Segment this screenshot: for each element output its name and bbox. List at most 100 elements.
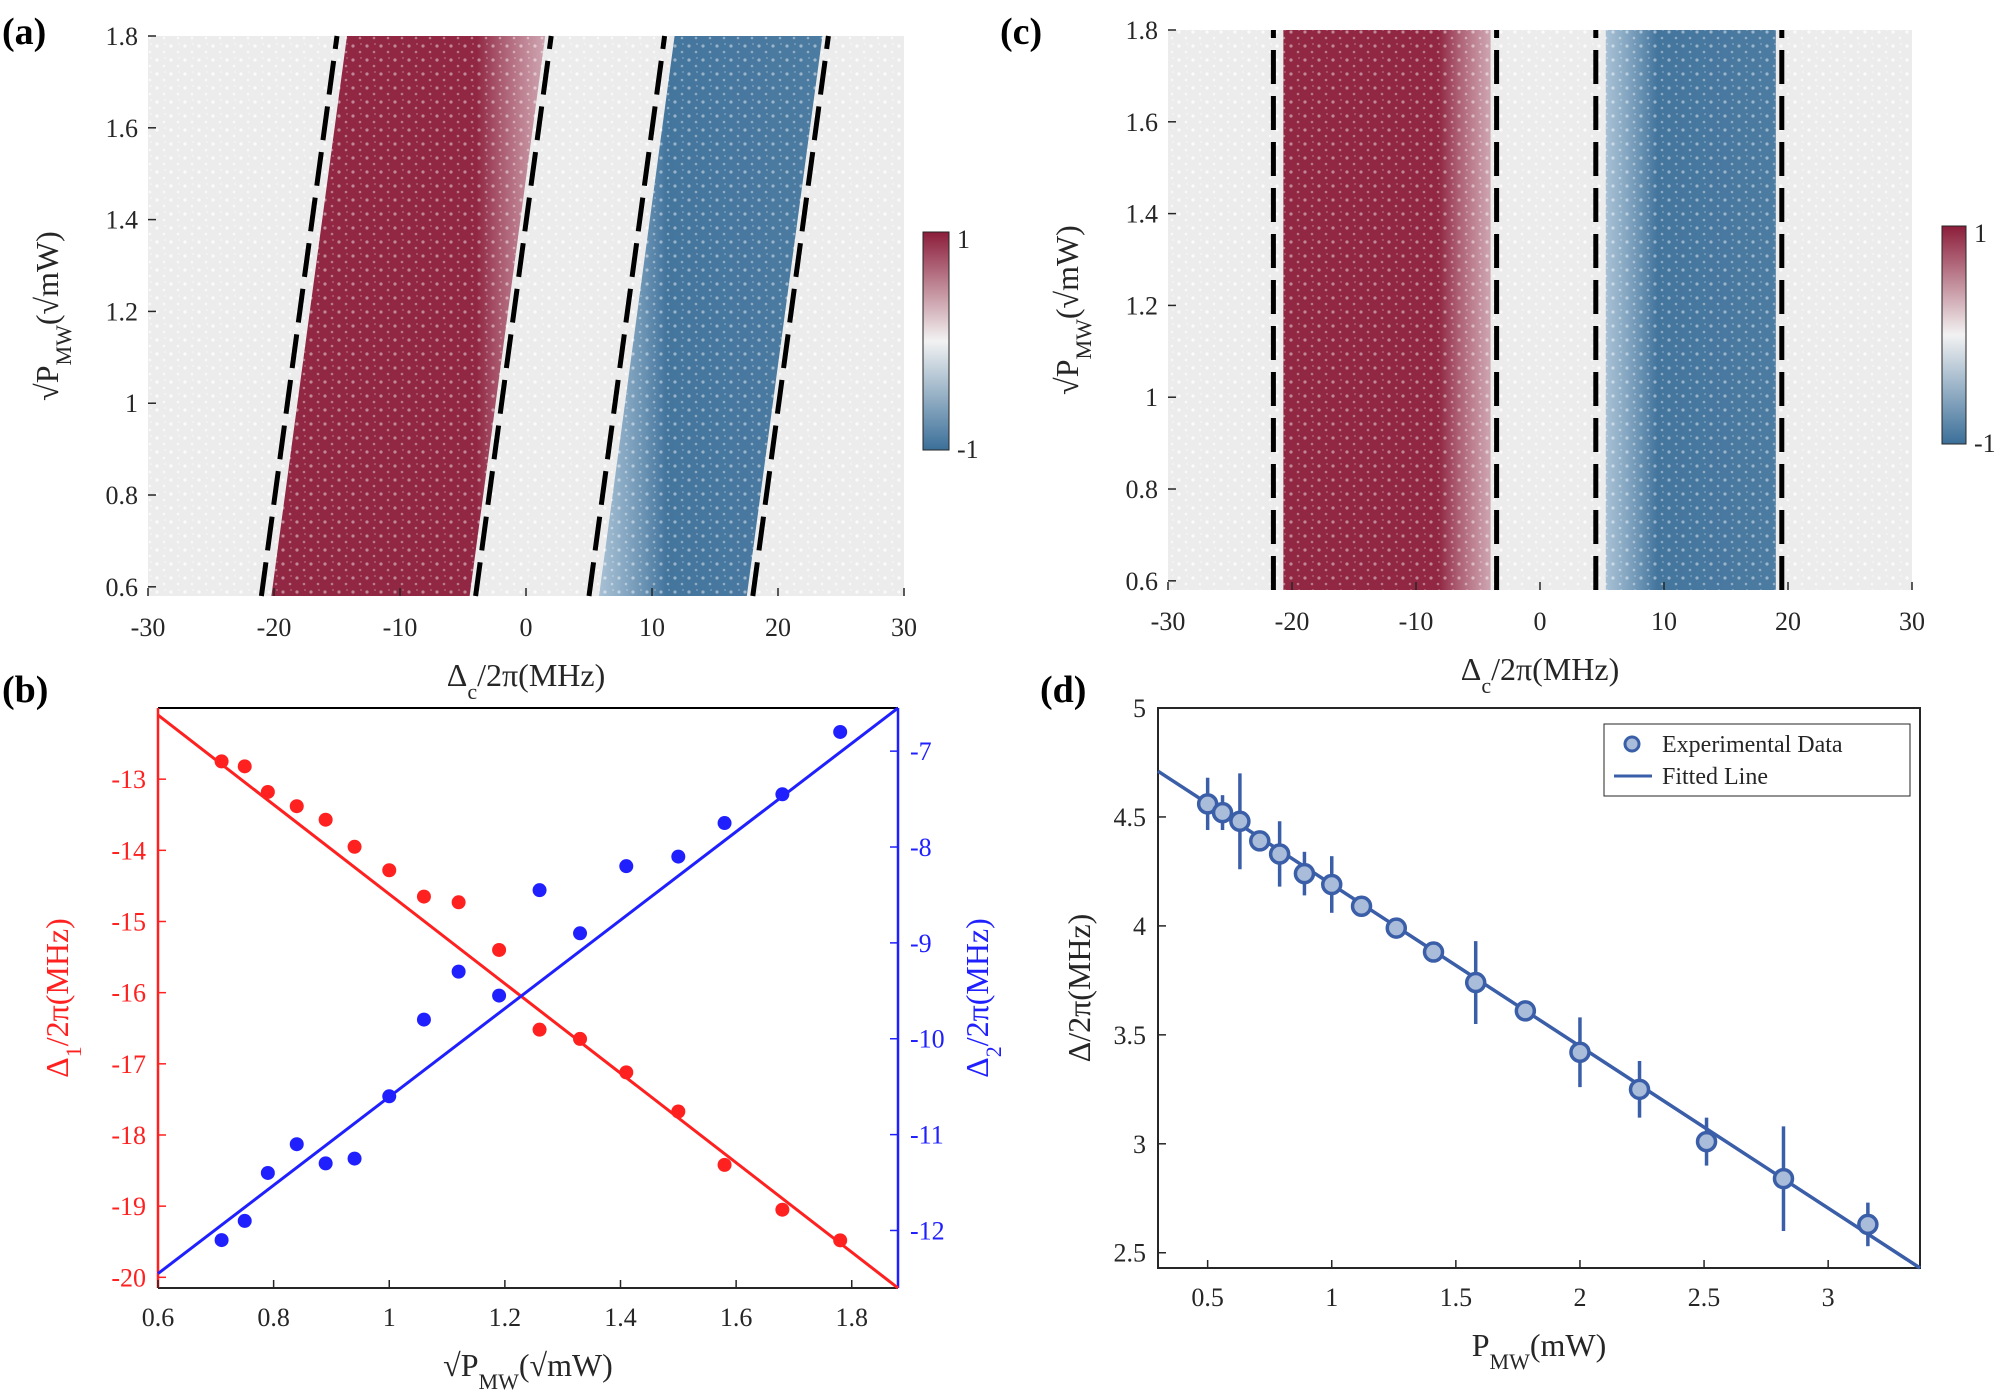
y-tick-label: 0.6	[1126, 567, 1159, 596]
panel-label-b: (b)	[2, 669, 48, 711]
x-tick-label: -10	[1399, 607, 1434, 636]
band-speckle	[1605, 30, 1776, 590]
colorbar	[1941, 225, 1967, 445]
y-tick-label: 1	[1145, 383, 1158, 412]
data-point-delta1	[260, 784, 275, 799]
data-point-delta1	[416, 889, 431, 904]
y-tick-label: 5	[1133, 694, 1146, 723]
legend-entry-data: Experimental Data	[1662, 732, 1843, 758]
band-speckle	[271, 36, 546, 596]
experimental-data-point	[1385, 917, 1408, 939]
y-tick-label: 1.6	[1126, 108, 1159, 137]
data-point-delta1	[214, 754, 229, 769]
experimental-data-point	[1211, 801, 1234, 824]
x-tick-label: 20	[1775, 607, 1801, 636]
right-tick-label: -10	[910, 1025, 945, 1054]
colorbar-max-label: 1	[957, 225, 970, 254]
data-point-delta2	[833, 724, 848, 739]
data-point-delta1	[347, 839, 362, 854]
experimental-data-point	[1268, 843, 1291, 865]
data-point-delta2	[532, 883, 547, 898]
y-tick-label: 0.6	[106, 573, 139, 602]
experimental-data-point	[1695, 1130, 1718, 1153]
experimental-data-point	[1249, 830, 1271, 852]
x-tick-label: 20	[765, 613, 791, 642]
data-point-delta2	[775, 787, 790, 802]
left-tick-label: -19	[111, 1192, 146, 1221]
data-point-delta2	[289, 1137, 304, 1152]
data-point-delta1	[382, 863, 397, 878]
x-tick-label: 30	[891, 613, 917, 642]
right-axis-label: Δ2/2π(MHz)	[959, 918, 1006, 1078]
x-tick-label: 0	[1534, 607, 1547, 636]
y-tick-label: 4	[1133, 912, 1146, 941]
x-tick-label: 0.8	[257, 1303, 290, 1332]
right-tick-label: -8	[910, 833, 932, 862]
panel-label-c: (c)	[1000, 11, 1042, 53]
right-tick-label: -7	[910, 737, 932, 766]
band-speckle	[1283, 30, 1491, 590]
left-tick-label: -20	[111, 1263, 146, 1292]
right-tick-label: -11	[910, 1121, 944, 1150]
data-point-delta1	[671, 1104, 686, 1119]
x-tick-label: 3	[1822, 1283, 1835, 1312]
y-tick-label: 1.8	[106, 22, 139, 51]
y-tick-label: 4.5	[1114, 803, 1147, 832]
data-point-delta1	[619, 1065, 634, 1080]
experimental-data-point	[1569, 1041, 1591, 1064]
x-tick-label: -20	[1275, 607, 1310, 636]
x-tick-label: 1.6	[720, 1303, 753, 1332]
y-tick-label: 1	[125, 389, 138, 418]
experimental-data-point	[1320, 873, 1343, 896]
x-axis-label: √PMW(√mW)	[443, 1347, 613, 1390]
left-tick-label: -17	[111, 1050, 146, 1079]
left-axis-label: Δ1/2π(MHz)	[39, 918, 86, 1078]
band-speckle	[599, 36, 823, 596]
data-point-delta2	[492, 988, 507, 1003]
x-tick-label: 2	[1573, 1283, 1586, 1312]
data-point-delta1	[289, 799, 304, 814]
y-tick-label: 2.5	[1114, 1239, 1147, 1268]
legend-box	[1603, 723, 1911, 797]
colorbar-min-label: -1	[1974, 429, 1996, 458]
x-axis-label: Δc/2π(MHz)	[447, 657, 605, 704]
fitted-line	[1157, 769, 1921, 1270]
data-point-delta1	[833, 1233, 848, 1248]
x-tick-label: -20	[257, 613, 292, 642]
data-point-delta2	[573, 926, 588, 941]
plot-frame	[1157, 707, 1921, 1269]
panel-b-scatter: 0.6 0.8 1 1.2 1.4 1.6 1.8 -20 -19 -18 -17 -16 -15 -14…	[39, 706, 1006, 1390]
colorbar-min-label: -1	[957, 435, 979, 464]
y-axis-label: √PMW(√mW)	[29, 231, 76, 401]
experimental-data-point	[1628, 1078, 1651, 1101]
x-tick-label: -30	[131, 613, 166, 642]
legend-entry-fit: Fitted Line	[1662, 764, 1768, 790]
x-tick-label: 1.8	[836, 1303, 869, 1332]
x-tick-label: 1.2	[489, 1303, 522, 1332]
data-point-delta1	[492, 942, 507, 957]
data-point-delta1	[451, 895, 466, 910]
fit-line-Δ1	[157, 713, 899, 1290]
data-point-delta1	[573, 1031, 588, 1046]
dashed-boundary-line	[473, 35, 554, 597]
data-point-delta2	[260, 1165, 275, 1180]
data-point-delta2	[214, 1233, 229, 1248]
y-axis-label: Δ/2π(MHz)	[1061, 914, 1097, 1063]
data-point-delta2	[237, 1213, 252, 1228]
y-axis-label: √PMW(√mW)	[1049, 225, 1096, 395]
y-tick-label: 1.6	[106, 114, 139, 143]
data-point-delta2	[416, 1012, 431, 1027]
x-tick-label: 2.5	[1688, 1283, 1721, 1312]
x-tick-label: 10	[639, 613, 665, 642]
y-tick-label: 0.8	[106, 481, 139, 510]
x-tick-label: 1.5	[1440, 1283, 1473, 1312]
data-point-delta1	[775, 1202, 790, 1217]
data-point-delta2	[347, 1151, 362, 1166]
y-tick-label: 1.2	[106, 297, 139, 326]
x-tick-label: 0	[520, 613, 533, 642]
colorbar-max-label: 1	[1974, 219, 1987, 248]
y-tick-label: 1.8	[1126, 16, 1159, 45]
data-point-delta2	[717, 816, 732, 831]
fit-line-Δ2	[157, 706, 899, 1275]
